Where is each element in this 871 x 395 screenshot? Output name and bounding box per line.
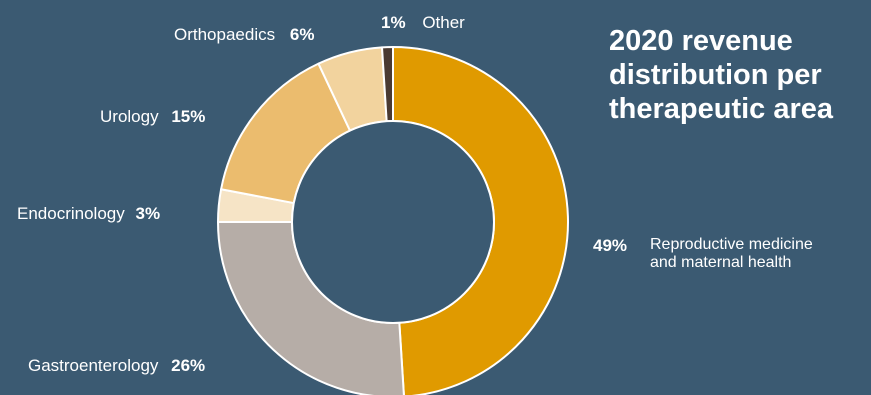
label-urology: Urology 15% xyxy=(100,107,205,127)
name-reproductive: Reproductive medicine and maternal healt… xyxy=(650,236,813,272)
title-line-1: 2020 revenue xyxy=(609,25,793,57)
value-orthopaedics: 6% xyxy=(289,25,315,44)
name-orthopaedics: Orthopaedics xyxy=(174,25,276,44)
name-other: Other xyxy=(422,13,465,32)
chart-title: 2020 revenue distribution per therapeuti… xyxy=(609,24,869,126)
name-gastroenterology: Gastroenterology xyxy=(28,356,159,375)
name-reproductive-line-1: Reproductive medicine xyxy=(650,236,813,253)
label-reproductive: 49% xyxy=(593,236,627,256)
value-urology: 15% xyxy=(171,107,206,126)
value-gastroenterology: 26% xyxy=(171,356,206,375)
title-line-2: distribution per xyxy=(609,59,822,91)
title-line-3: therapeutic area xyxy=(609,93,834,125)
label-gastroenterology: Gastroenterology 26% xyxy=(28,356,205,376)
value-endocrinology: 3% xyxy=(135,204,161,223)
label-other: 1% Other xyxy=(381,13,465,33)
label-orthopaedics: Orthopaedics 6% xyxy=(174,25,314,45)
label-endocrinology: Endocrinology 3% xyxy=(17,204,160,224)
donut-hole xyxy=(291,120,495,324)
name-urology: Urology xyxy=(100,107,159,126)
value-reproductive: 49% xyxy=(593,236,628,255)
name-endocrinology: Endocrinology xyxy=(17,204,125,223)
value-other: 1% xyxy=(381,13,406,32)
name-reproductive-line-2: and maternal health xyxy=(650,254,792,271)
